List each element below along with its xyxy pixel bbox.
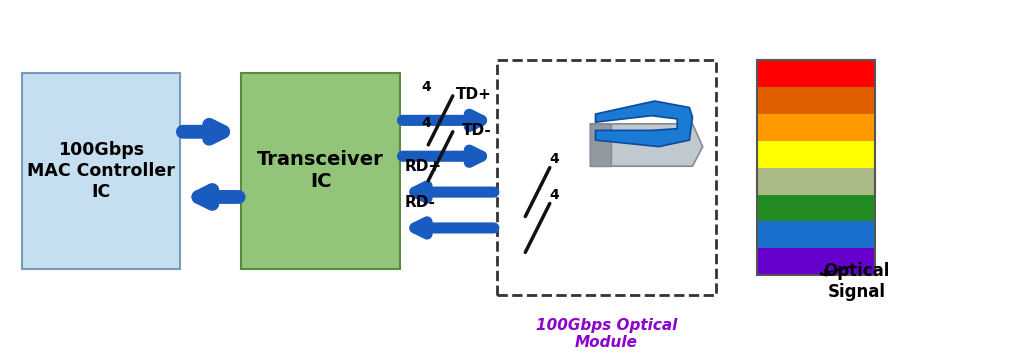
Text: 4: 4 <box>549 152 559 166</box>
Bar <box>757 141 874 168</box>
FancyBboxPatch shape <box>242 73 399 269</box>
Text: RD+: RD+ <box>404 159 442 174</box>
Text: TD-: TD- <box>462 123 492 138</box>
Bar <box>757 195 874 221</box>
Bar <box>757 60 874 275</box>
Bar <box>757 60 874 87</box>
Text: 4: 4 <box>549 188 559 202</box>
Text: RD-: RD- <box>404 195 436 210</box>
Polygon shape <box>591 124 610 166</box>
Polygon shape <box>591 124 702 166</box>
Text: Transceiver
IC: Transceiver IC <box>257 150 384 191</box>
Text: 4: 4 <box>421 116 431 130</box>
Bar <box>757 114 874 141</box>
Text: 100Gbps
MAC Controller
IC: 100Gbps MAC Controller IC <box>27 141 175 201</box>
Bar <box>757 168 874 195</box>
Bar <box>757 221 874 248</box>
FancyBboxPatch shape <box>22 73 180 269</box>
Text: TD+: TD+ <box>456 88 492 102</box>
Text: 4: 4 <box>421 80 431 94</box>
FancyBboxPatch shape <box>497 60 716 295</box>
Bar <box>757 248 874 275</box>
Text: Optical
Signal: Optical Signal <box>823 262 890 301</box>
Polygon shape <box>596 101 692 146</box>
Text: 100Gbps Optical
Module: 100Gbps Optical Module <box>536 318 677 350</box>
Bar <box>757 87 874 114</box>
